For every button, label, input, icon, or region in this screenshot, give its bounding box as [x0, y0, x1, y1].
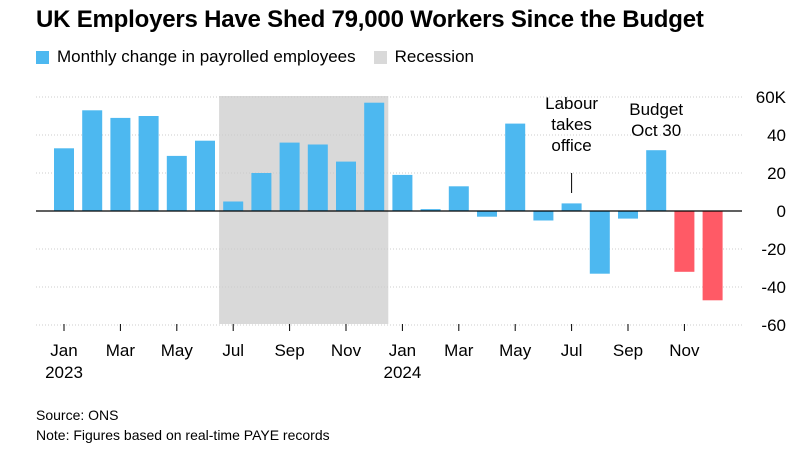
bar [110, 117, 131, 211]
bar [420, 209, 441, 211]
bar [477, 211, 497, 217]
bar [392, 174, 413, 211]
bar [702, 211, 723, 301]
legend-swatch-series [36, 50, 49, 64]
y-tick-label: -20 [761, 240, 786, 259]
y-tick-label: 20 [767, 164, 786, 183]
annotation-text: takes [551, 115, 592, 134]
legend-label-recession: Recession [394, 47, 474, 66]
x-tick-label: Nov [331, 341, 362, 360]
annotation-text: Labour [545, 94, 598, 113]
annotation-text: office [551, 136, 591, 155]
bar [138, 116, 159, 211]
bar [251, 173, 272, 211]
bar [54, 148, 74, 211]
legend-swatch-recession [373, 50, 387, 64]
x-tick-label: Jul [222, 341, 244, 360]
x-tick-label: Mar [106, 341, 136, 360]
chart-title: UK Employers Have Shed 79,000 Workers Si… [36, 6, 704, 33]
bar [618, 211, 638, 219]
bar [307, 144, 328, 211]
x-tick-label: Jul [561, 341, 583, 360]
bar [505, 123, 526, 211]
x-tick-label: Jan [50, 341, 77, 360]
x-year-label: 2024 [383, 363, 421, 382]
x-tick-label: Sep [613, 341, 643, 360]
bar [223, 201, 244, 211]
bar [336, 161, 356, 211]
x-tick-label: Nov [669, 341, 700, 360]
bar [589, 211, 610, 274]
y-tick-label: 60K [756, 88, 787, 107]
x-tick-label: Mar [444, 341, 474, 360]
bar [674, 211, 695, 272]
legend: Monthly change in payrolled employees Re… [36, 47, 492, 67]
bar [195, 140, 215, 211]
annotation-text: Oct 30 [631, 121, 681, 140]
bar [279, 142, 300, 211]
bar [82, 110, 103, 211]
x-year-label: 2023 [45, 363, 83, 382]
bar [364, 102, 385, 211]
y-tick-label: 40 [767, 126, 786, 145]
bar [533, 211, 554, 221]
legend-item-recession: Recession [373, 47, 474, 67]
recession-band [219, 96, 389, 324]
y-tick-label: -60 [761, 316, 786, 335]
footer-note: Note: Figures based on real-time PAYE re… [36, 427, 330, 443]
footer-source: Source: ONS [36, 407, 119, 423]
bar [561, 203, 582, 211]
y-tick-label: 0 [777, 202, 786, 221]
legend-item-series: Monthly change in payrolled employees [36, 47, 356, 67]
annotation-text: Budget [629, 100, 683, 119]
y-tick-label: -40 [761, 278, 786, 297]
bar [646, 150, 667, 211]
x-tick-label: Jan [389, 341, 416, 360]
bar [166, 155, 187, 211]
x-tick-label: Sep [274, 341, 304, 360]
bar [448, 186, 469, 211]
x-tick-label: May [499, 341, 532, 360]
x-tick-label: May [161, 341, 194, 360]
legend-label-series: Monthly change in payrolled employees [57, 47, 356, 66]
